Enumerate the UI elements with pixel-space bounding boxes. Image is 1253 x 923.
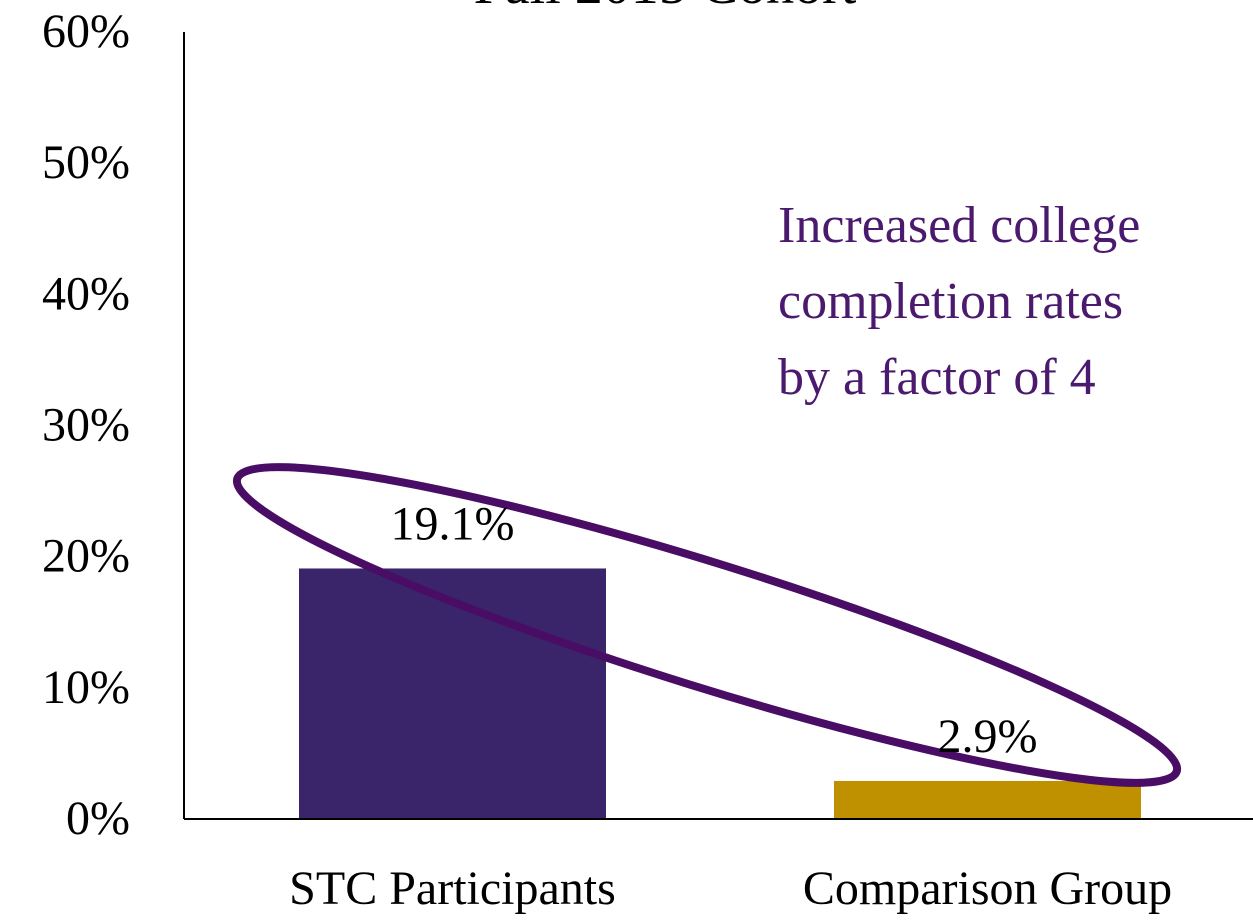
- x-tick-label: Comparison Group: [803, 862, 1172, 915]
- bar: [299, 568, 606, 819]
- y-tick-label: 30%: [42, 399, 130, 452]
- highlight-ellipse: [232, 463, 1182, 787]
- y-tick-label: 0%: [66, 792, 130, 845]
- data-label: 2.9%: [938, 710, 1038, 763]
- annotation: by a factor of 4: [778, 349, 1096, 406]
- annotation: Increased college: [778, 197, 1140, 254]
- x-tick-label: STC Participants: [289, 862, 616, 915]
- y-tick-label: 50%: [42, 136, 130, 189]
- chart-title: Fall 2015 Cohort: [474, 0, 857, 16]
- data-label: 19.1%: [391, 497, 515, 550]
- y-tick-label: 10%: [42, 661, 130, 714]
- annotation: completion rates: [778, 273, 1123, 330]
- y-tick-label: 20%: [42, 530, 130, 583]
- y-tick-label: 60%: [42, 5, 130, 58]
- bar: [834, 780, 1141, 819]
- y-tick-label: 40%: [42, 267, 130, 320]
